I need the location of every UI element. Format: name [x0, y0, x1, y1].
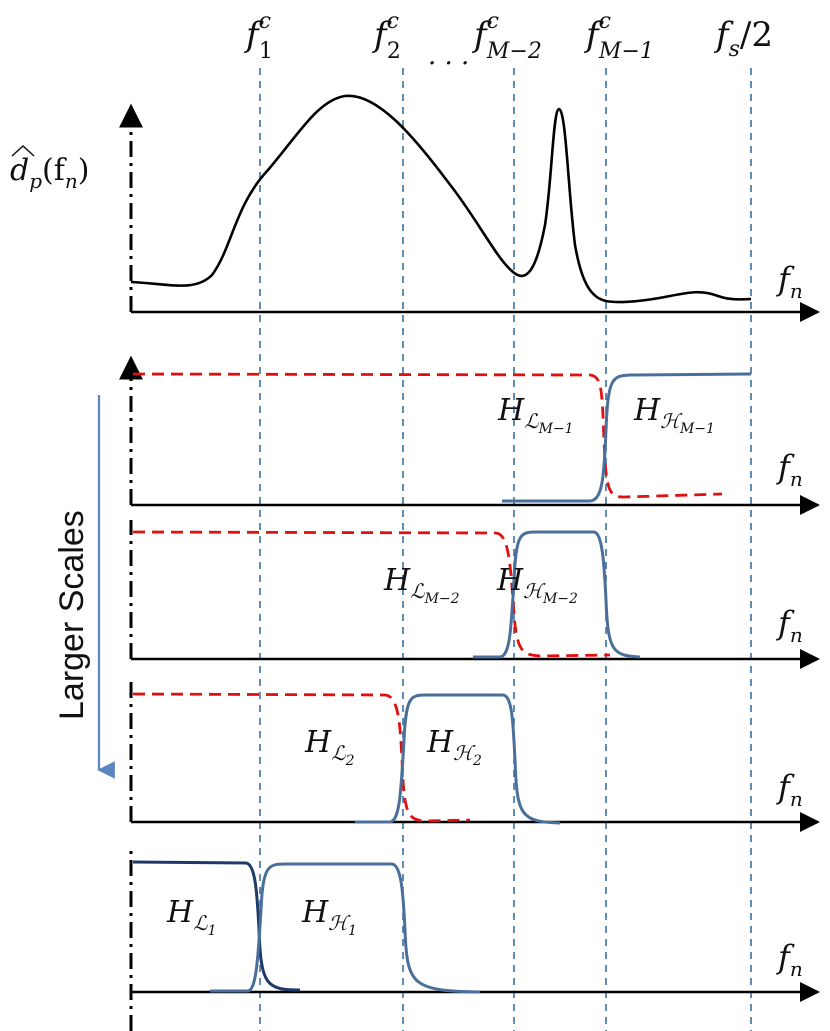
psd-panel: dp(fn) fn	[10, 94, 820, 322]
psd-x-label: fn	[776, 260, 803, 303]
filter-panel-1: Hℒ1 Hℋ1 fn	[129, 845, 820, 1031]
highpass-label-1: Hℋ1	[301, 895, 357, 939]
highpass-curve-1	[210, 862, 481, 994]
panel-2-x-label: fn	[776, 604, 803, 647]
lowpass-curve-2	[132, 692, 471, 823]
lowpass-curve-M-2	[132, 530, 611, 658]
filter-panel-M-2: HℒM−2 HℋM−2 fn	[129, 520, 820, 669]
psd-curve	[130, 94, 752, 304]
cutoff-label-fs-half: fs/2	[713, 15, 773, 62]
cutoff-gridlines	[259, 68, 752, 1031]
psd-y-label: dp(fn)	[10, 153, 89, 193]
filter-panel-M-1: HℒM−1 HℋM−1 fn	[119, 355, 820, 515]
panel-1-x-label: fn	[776, 448, 803, 491]
scale-arrow-label: Larger Scales	[53, 510, 91, 720]
lowpass-curve-1	[132, 860, 301, 992]
highpass-label-M-1: HℋM−1	[633, 393, 715, 437]
highpass-curve-M-2	[473, 530, 641, 659]
panel-4-x-label: fn	[776, 938, 803, 981]
larger-scales-indicator: Larger Scales	[53, 395, 115, 779]
cutoff-label-fM-1: fc M−1	[583, 9, 654, 64]
cutoff-label-f2: fc 2	[371, 9, 401, 64]
highpass-curve-M-1	[502, 372, 752, 503]
cutoff-label-f1: fc 1	[243, 9, 273, 64]
hat-icon	[11, 144, 35, 157]
highpass-label-2: Hℋ2	[426, 725, 482, 769]
lowpass-label-M-2: HℒM−2	[383, 563, 460, 607]
cutoff-label-fM-2: fc M−2	[471, 9, 542, 64]
highpass-label-M-2: HℋM−2	[496, 563, 578, 607]
lowpass-label-1: Hℒ1	[166, 895, 217, 939]
highpass-curve-2	[355, 693, 561, 825]
cutoff-labels: fc 1 fc 2 fc M−2 fc M−1 fs/2 · · ·	[243, 9, 773, 79]
filter-panel-2: Hℒ2 Hℋ2 fn	[129, 676, 820, 832]
lowpass-label-2: Hℒ2	[304, 725, 355, 769]
panel-3-x-label: fn	[776, 768, 803, 811]
lowpass-curve-M-1	[132, 372, 723, 499]
lowpass-label-M-1: HℒM−1	[497, 393, 574, 437]
ellipsis: · · ·	[428, 49, 469, 79]
